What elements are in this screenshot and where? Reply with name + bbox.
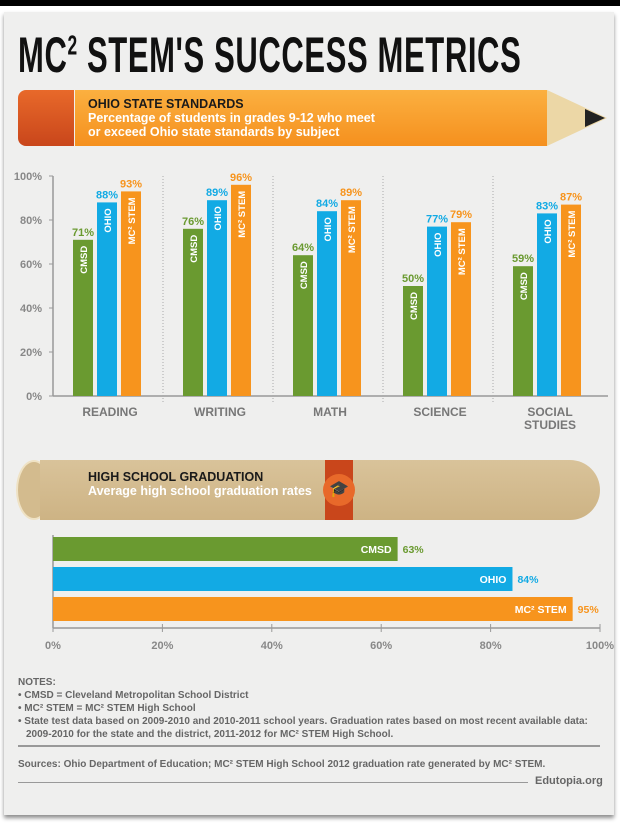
top-border bbox=[0, 0, 620, 6]
bar-cmsd bbox=[183, 228, 203, 396]
scroll-banner bbox=[40, 460, 600, 520]
bar-series-label: MC² STEM bbox=[237, 191, 248, 238]
bar-series-label: CMSD bbox=[79, 246, 90, 274]
bar-mcstem bbox=[121, 191, 141, 396]
section-heading: OHIO STATE STANDARDS bbox=[88, 97, 244, 111]
bar-value-label: 89% bbox=[340, 187, 362, 199]
credit: Edutopia.org bbox=[535, 775, 603, 787]
divider bbox=[18, 782, 528, 783]
bar-series-label: OHIO bbox=[213, 206, 224, 230]
bar-ohio bbox=[537, 213, 557, 396]
note-item: MC² STEM = MC² STEM High School bbox=[18, 702, 598, 715]
pencil-banner bbox=[75, 90, 547, 146]
note-item: State test data based on 2009-2010 and 2… bbox=[18, 715, 598, 741]
notes: NOTES: CMSD = Cleveland Metropolitan Sch… bbox=[18, 676, 598, 741]
divider bbox=[18, 745, 600, 747]
bar-value-label: 63% bbox=[403, 544, 425, 556]
bar-value-label: 84% bbox=[517, 574, 539, 586]
y-tick-label: 100% bbox=[14, 171, 42, 183]
category-label: READING bbox=[82, 405, 137, 419]
category-label: STUDIES bbox=[524, 418, 576, 432]
y-tick-label: 80% bbox=[20, 215, 42, 227]
bar-ohio bbox=[207, 200, 227, 396]
bar-cmsd bbox=[73, 239, 93, 396]
section-subtitle: Average high school graduation rates bbox=[88, 484, 312, 498]
bar-series-label: CMSD bbox=[409, 292, 420, 320]
x-tick-label: 60% bbox=[370, 640, 392, 652]
standards-bar-chart: 0% 20% 40% 60% 80% 100% 71% CMSD 88% OHIO 93% MC² S… bbox=[14, 171, 608, 432]
bar-mcstem bbox=[451, 222, 471, 396]
bar-mcstem bbox=[561, 204, 581, 396]
bar-mcstem bbox=[53, 597, 573, 621]
bar-cmsd bbox=[293, 255, 313, 396]
bar-value-label: 93% bbox=[120, 178, 142, 190]
bar-value-label: 89% bbox=[206, 187, 228, 199]
bar-value-label: 71% bbox=[72, 227, 94, 239]
bar-cmsd bbox=[53, 537, 398, 561]
bar-series-label: CMSD bbox=[299, 261, 310, 289]
bar-mcstem bbox=[341, 200, 361, 396]
bar-category-label: CMSD bbox=[361, 544, 392, 556]
bar-series-label: CMSD bbox=[189, 235, 200, 263]
category-label: MATH bbox=[313, 405, 347, 419]
bar-value-label: 64% bbox=[292, 242, 314, 254]
bar-series-label: MC² STEM bbox=[127, 197, 138, 244]
bar-value-label: 96% bbox=[230, 172, 252, 184]
category-label: SCIENCE bbox=[413, 405, 466, 419]
category-label: SOCIAL bbox=[527, 405, 572, 419]
bar-series-label: CMSD bbox=[519, 272, 530, 300]
graduation-bar-chart: 0% 20% 40% 60% 80% 100% CMSD 63% OHIO 84% MC² STEM… bbox=[45, 535, 614, 652]
bar-category-label: OHIO bbox=[480, 574, 507, 586]
bar-series-label: MC² STEM bbox=[457, 228, 468, 275]
bar-series-label: OHIO bbox=[543, 219, 554, 243]
bar-value-label: 88% bbox=[96, 189, 118, 201]
page-title: MC2 STEM'S SUCCESS METRICS bbox=[18, 27, 522, 83]
x-tick-label: 0% bbox=[45, 640, 61, 652]
bar-cmsd bbox=[513, 266, 533, 396]
section-heading: HIGH SCHOOL GRADUATION bbox=[88, 470, 264, 484]
bar-cmsd bbox=[403, 286, 423, 396]
bar-mcstem bbox=[231, 184, 251, 396]
bar-value-label: 77% bbox=[426, 214, 448, 226]
y-tick-label: 0% bbox=[26, 391, 42, 403]
bar-value-label: 95% bbox=[578, 604, 600, 616]
x-tick-label: 20% bbox=[151, 640, 173, 652]
bar-series-label: OHIO bbox=[323, 217, 334, 241]
bar-value-label: 83% bbox=[536, 200, 558, 212]
bar-ohio bbox=[97, 202, 117, 396]
bar-series-label: OHIO bbox=[103, 208, 114, 232]
y-tick-label: 60% bbox=[20, 259, 42, 271]
notes-heading: NOTES: bbox=[18, 677, 56, 688]
bar-series-label: OHIO bbox=[433, 233, 444, 257]
bar-value-label: 50% bbox=[402, 273, 424, 285]
bar-series-label: MC² STEM bbox=[567, 211, 578, 258]
bar-value-label: 76% bbox=[182, 216, 204, 228]
bar-value-label: 84% bbox=[316, 198, 338, 210]
bar-series-label: MC² STEM bbox=[347, 206, 358, 253]
x-tick-label: 100% bbox=[586, 640, 614, 652]
bar-ohio bbox=[427, 226, 447, 396]
category-label: WRITING bbox=[194, 405, 246, 419]
y-tick-label: 40% bbox=[20, 303, 42, 315]
bar-value-label: 79% bbox=[450, 209, 472, 221]
bar-ohio bbox=[317, 211, 337, 396]
x-tick-label: 40% bbox=[261, 640, 283, 652]
sources: Sources: Ohio Department of Education; M… bbox=[18, 759, 546, 770]
y-tick-label: 20% bbox=[20, 347, 42, 359]
bar-value-label: 59% bbox=[512, 253, 534, 265]
x-tick-label: 80% bbox=[480, 640, 502, 652]
note-item: CMSD = Cleveland Metropolitan School Dis… bbox=[18, 689, 598, 702]
graduation-cap-icon: 🎓 bbox=[323, 474, 355, 506]
bar-ohio bbox=[53, 567, 513, 591]
bar-value-label: 87% bbox=[560, 192, 582, 204]
pencil-lead bbox=[585, 109, 605, 127]
section-subtitle: Percentage of students in grades 9-12 wh… bbox=[88, 111, 375, 139]
bar-category-label: MC² STEM bbox=[515, 604, 567, 616]
pencil-eraser bbox=[18, 90, 74, 146]
